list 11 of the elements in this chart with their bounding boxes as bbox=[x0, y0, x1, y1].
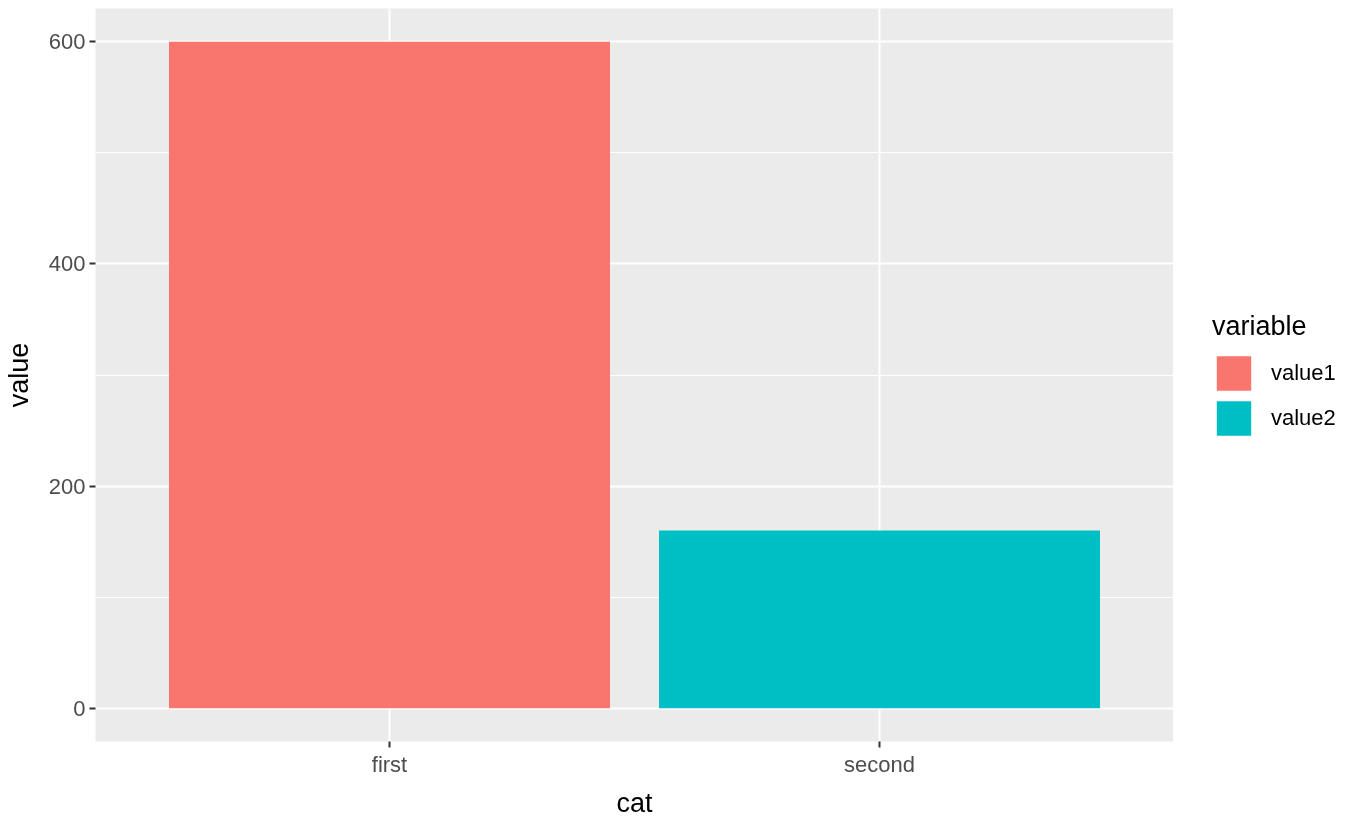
y-tick-label: 0 bbox=[73, 695, 86, 721]
y-axis-title: value bbox=[3, 342, 34, 408]
x-axis-title: cat bbox=[616, 787, 654, 818]
legend-label: value2 bbox=[1271, 404, 1336, 431]
y-tick-label: 200 bbox=[48, 473, 86, 499]
y-tick-label: 400 bbox=[48, 251, 86, 277]
legend-label: value1 bbox=[1271, 359, 1336, 386]
x-tick-label: first bbox=[371, 751, 408, 777]
y-tick-label: 600 bbox=[48, 29, 86, 55]
legend-title: variable bbox=[1212, 310, 1308, 341]
x-tick-label: second bbox=[844, 751, 915, 777]
